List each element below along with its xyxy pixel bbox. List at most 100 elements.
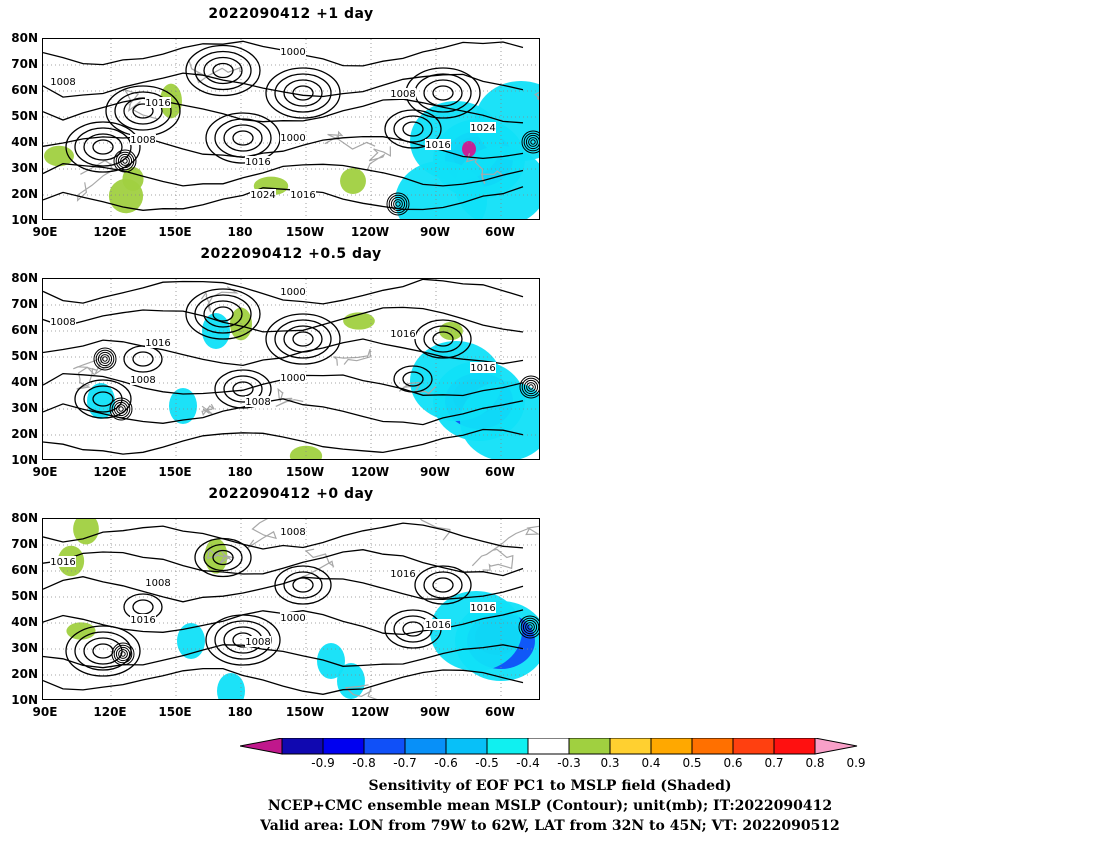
lon-label: 150E bbox=[158, 705, 192, 719]
colorbar-tick-label: -0.6 bbox=[434, 756, 458, 770]
cyclone-center bbox=[393, 199, 403, 209]
contour-label: 1008 bbox=[50, 316, 76, 328]
svg-text:1000: 1000 bbox=[280, 373, 305, 384]
lon-label: 150W bbox=[285, 225, 325, 239]
svg-text:1016: 1016 bbox=[470, 603, 495, 614]
lat-label: 40N bbox=[11, 135, 38, 149]
contour-label: 1024 bbox=[470, 122, 496, 134]
colorbar-segment bbox=[322, 738, 365, 755]
cyclone-center bbox=[113, 401, 129, 417]
isobar-contour bbox=[43, 667, 524, 695]
isobar-contour bbox=[203, 543, 243, 572]
cyclone-center bbox=[116, 404, 126, 414]
isobar-contour bbox=[194, 294, 252, 334]
svg-text:1008: 1008 bbox=[130, 375, 155, 386]
sensitivity-shading bbox=[462, 141, 476, 157]
lon-label: 90E bbox=[32, 705, 58, 719]
lon-label: 120E bbox=[93, 465, 127, 479]
svg-text:1016: 1016 bbox=[390, 329, 415, 340]
colorbar-tick-label: 0.5 bbox=[682, 756, 702, 770]
cyclone-center bbox=[388, 194, 408, 214]
isobar-contour bbox=[232, 130, 254, 146]
isobar-contour bbox=[205, 614, 281, 666]
isobar-contour bbox=[212, 306, 234, 322]
lon-label: 180 bbox=[227, 705, 253, 719]
isobar-contour bbox=[43, 428, 524, 455]
isobar-contour bbox=[43, 163, 524, 187]
lat-label: 20N bbox=[11, 427, 38, 441]
coastline bbox=[76, 366, 98, 390]
contour-label: 1016 bbox=[50, 556, 76, 568]
isobar-contour bbox=[402, 621, 424, 637]
isobar-contour bbox=[43, 306, 524, 333]
cyclone-center bbox=[118, 406, 124, 412]
isobar-contour bbox=[43, 279, 524, 305]
cyclone-center bbox=[525, 134, 539, 150]
contour-label: 1016 bbox=[245, 156, 271, 168]
svg-text:1008: 1008 bbox=[390, 89, 415, 100]
colorbar-segment bbox=[445, 738, 488, 755]
isobar-contour bbox=[43, 522, 524, 550]
lat-label: 30N bbox=[11, 641, 38, 655]
coastline bbox=[419, 519, 451, 541]
panel-title: 2022090412 +0.5 day bbox=[200, 246, 382, 262]
isobar-contour bbox=[393, 365, 433, 393]
colorbar-tick-label: 0.3 bbox=[600, 756, 620, 770]
contour-label: 1016 bbox=[145, 337, 171, 349]
isobar-contour bbox=[74, 379, 132, 419]
sensitivity-shading bbox=[122, 167, 144, 191]
isobar-contour bbox=[274, 73, 332, 113]
cyclone-center bbox=[523, 132, 539, 152]
panel-title: 2022090412 +0 day bbox=[208, 486, 374, 502]
lon-label: 60W bbox=[485, 225, 515, 239]
contour-label: 1016 bbox=[290, 189, 316, 201]
contour-label: 1008 bbox=[145, 577, 171, 589]
cyclone-center bbox=[520, 617, 539, 637]
coastline bbox=[295, 548, 335, 580]
colorbar-segment bbox=[650, 738, 693, 755]
svg-text:1000: 1000 bbox=[280, 613, 305, 624]
isobar-contour bbox=[92, 391, 114, 407]
isobar-contour bbox=[132, 103, 154, 119]
caption-line-1: Sensitivity of EOF PC1 to MSLP field (Sh… bbox=[368, 778, 732, 794]
cyclone-center bbox=[113, 644, 133, 664]
isobar-contour bbox=[292, 85, 314, 101]
cyclone-center bbox=[120, 156, 130, 166]
contour-label: 1016 bbox=[425, 619, 451, 631]
cyclone-center bbox=[102, 356, 108, 362]
lon-label: 90W bbox=[420, 465, 450, 479]
svg-text:1016: 1016 bbox=[470, 363, 495, 374]
lat-label: 70N bbox=[11, 297, 38, 311]
isobar-contour bbox=[214, 369, 272, 409]
lon-label: 150E bbox=[158, 225, 192, 239]
lat-label: 50N bbox=[11, 589, 38, 603]
svg-text:1000: 1000 bbox=[280, 287, 305, 298]
lon-label: 150W bbox=[285, 705, 325, 719]
colorbar-tick-label: 0.6 bbox=[723, 756, 743, 770]
colorbar-segment bbox=[281, 738, 324, 755]
cyclone-center bbox=[523, 379, 539, 395]
isobar-contour bbox=[203, 300, 243, 328]
isobar-contour bbox=[65, 625, 141, 677]
lat-label: 30N bbox=[11, 161, 38, 175]
svg-text:1008: 1008 bbox=[145, 578, 170, 589]
map-canvas: 1016 1008 1016 1008 1000 1008 1016 1016 1016 bbox=[43, 519, 539, 699]
svg-text:1016: 1016 bbox=[145, 338, 170, 349]
cyclone-center bbox=[521, 377, 539, 397]
isobar-contour bbox=[123, 97, 163, 125]
coastline bbox=[247, 519, 277, 549]
isobar-contour bbox=[43, 398, 524, 426]
coastline bbox=[366, 146, 392, 171]
colorbar-tick-label: -0.4 bbox=[516, 756, 540, 770]
coastline bbox=[465, 153, 504, 184]
lon-label: 90E bbox=[32, 465, 58, 479]
coastline bbox=[188, 59, 241, 84]
cyclone-center bbox=[527, 624, 533, 630]
svg-text:1008: 1008 bbox=[130, 135, 155, 146]
caption-line-3: Valid area: LON from 79W to 62W, LAT fro… bbox=[260, 818, 840, 834]
lat-label: 10N bbox=[11, 453, 38, 467]
sensitivity-shading bbox=[217, 673, 245, 699]
cyclone-center bbox=[530, 139, 536, 145]
coastline bbox=[333, 349, 371, 366]
isobar-contour bbox=[205, 112, 281, 164]
